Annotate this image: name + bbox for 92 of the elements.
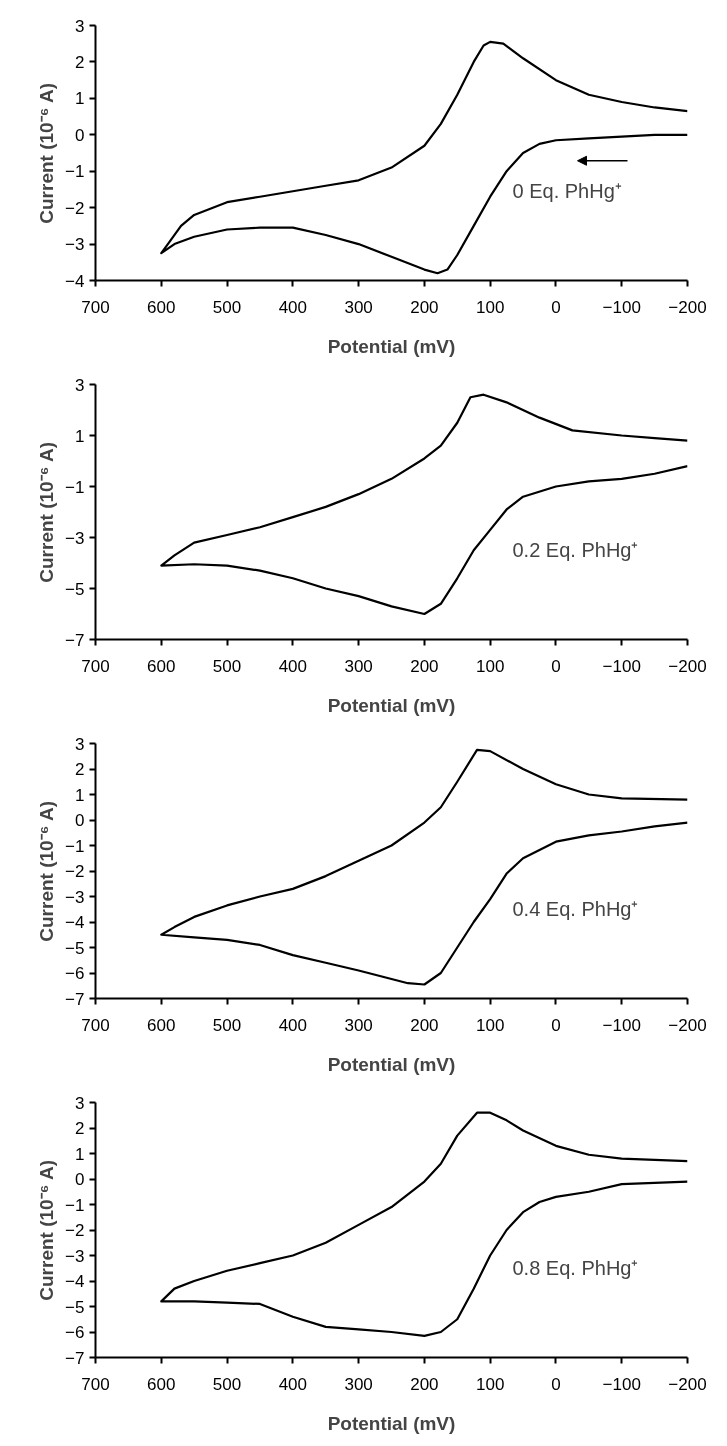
x-axis-title: Potential (mV) bbox=[327, 1412, 456, 1434]
y-tick-label: −5 bbox=[65, 579, 85, 599]
x-tick-label: 500 bbox=[212, 1015, 242, 1035]
x-tick-label: 200 bbox=[410, 1374, 439, 1394]
x-axis-title: Potential (mV) bbox=[327, 335, 456, 357]
y-tick-label: 3 bbox=[75, 1093, 85, 1113]
x-tick-label: 400 bbox=[278, 1374, 308, 1394]
y-tick-label: 0 bbox=[75, 1170, 85, 1189]
y-tick-label: −6 bbox=[65, 964, 85, 983]
x-axis-title: Potential (mV) bbox=[327, 1053, 456, 1075]
x-tick-label: 400 bbox=[278, 1015, 308, 1035]
y-axis-title: Current (10⁻⁶ A) bbox=[36, 1159, 58, 1301]
x-tick-label: −200 bbox=[668, 656, 707, 676]
x-axis-title: Potential (mV) bbox=[327, 694, 456, 716]
annotation: 0.4 Eq. PhHg⁺ bbox=[512, 897, 639, 920]
y-tick-label: −5 bbox=[65, 938, 85, 958]
y-tick-label: −3 bbox=[65, 528, 85, 548]
x-tick-label: 700 bbox=[81, 297, 110, 317]
x-tick-label: 700 bbox=[81, 656, 110, 676]
y-tick-label: −1 bbox=[65, 162, 85, 182]
y-tick-label: −1 bbox=[65, 836, 85, 856]
x-tick-label: 0 bbox=[551, 297, 561, 317]
x-tick-label: 0 bbox=[551, 1374, 561, 1394]
y-tick-label: −7 bbox=[65, 989, 85, 1009]
y-tick-label: −7 bbox=[65, 1348, 85, 1368]
y-tick-label: 3 bbox=[75, 375, 85, 395]
x-tick-label: 300 bbox=[344, 1374, 373, 1394]
annotation: 0 Eq. PhHg⁺ bbox=[512, 179, 622, 202]
x-tick-label: 100 bbox=[475, 297, 505, 317]
y-tick-label: −7 bbox=[65, 630, 85, 650]
x-tick-label: 500 bbox=[212, 297, 242, 317]
y-tick-label: 1 bbox=[75, 1144, 85, 1164]
x-tick-label: −200 bbox=[668, 1015, 707, 1035]
x-tick-label: 500 bbox=[212, 1374, 242, 1394]
y-tick-label: 3 bbox=[75, 734, 85, 754]
y-axis-title: Current (10⁻⁶ A) bbox=[36, 441, 58, 583]
x-tick-label: 600 bbox=[147, 297, 176, 317]
x-tick-label: 100 bbox=[475, 1015, 505, 1035]
x-tick-label: 200 bbox=[410, 1015, 439, 1035]
y-tick-label: 2 bbox=[75, 52, 85, 72]
y-tick-label: 1 bbox=[75, 426, 85, 446]
x-tick-label: 200 bbox=[410, 297, 439, 317]
x-tick-label: 300 bbox=[344, 656, 373, 676]
line-series bbox=[160, 1111, 688, 1337]
y-tick-label: −2 bbox=[65, 1221, 85, 1240]
x-tick-label: 500 bbox=[212, 656, 242, 676]
annotation: 0.2 Eq. PhHg⁺ bbox=[512, 538, 639, 561]
x-tick-label: 0 bbox=[551, 1015, 561, 1035]
y-tick-label: −3 bbox=[65, 235, 85, 255]
y-tick-label: −4 bbox=[65, 271, 85, 291]
x-tick-label: 300 bbox=[344, 297, 373, 317]
annotation: 0.8 Eq. PhHg⁺ bbox=[512, 1256, 639, 1279]
y-tick-label: 2 bbox=[75, 1119, 85, 1138]
x-tick-label: 400 bbox=[278, 656, 308, 676]
x-tick-label: −100 bbox=[602, 656, 641, 676]
line-series bbox=[160, 748, 688, 986]
x-tick-label: 300 bbox=[344, 1015, 373, 1035]
y-axis-title: Current (10⁻⁶ A) bbox=[36, 800, 58, 942]
x-tick-label: 700 bbox=[81, 1374, 110, 1394]
x-tick-label: 100 bbox=[475, 656, 505, 676]
x-tick-label: 700 bbox=[81, 1015, 110, 1035]
y-tick-label: 0 bbox=[75, 125, 85, 145]
y-tick-label: 2 bbox=[75, 760, 85, 779]
x-tick-label: −200 bbox=[668, 1374, 707, 1394]
x-tick-label: −100 bbox=[602, 1374, 641, 1394]
line-series bbox=[160, 393, 688, 616]
y-tick-label: −2 bbox=[65, 198, 85, 218]
y-tick-label: −5 bbox=[65, 1297, 85, 1317]
y-tick-label: −1 bbox=[65, 477, 85, 497]
x-tick-label: 0 bbox=[551, 656, 561, 676]
y-tick-label: −2 bbox=[65, 862, 85, 881]
x-tick-label: 600 bbox=[147, 656, 176, 676]
x-tick-label: −100 bbox=[602, 1015, 641, 1035]
y-tick-label: 1 bbox=[75, 89, 85, 109]
y-tick-label: −3 bbox=[65, 887, 85, 907]
x-tick-label: 200 bbox=[410, 656, 439, 676]
y-tick-label: 0 bbox=[75, 811, 85, 830]
x-tick-label: 100 bbox=[475, 1374, 505, 1394]
y-axis-title: Current (10⁻⁶ A) bbox=[36, 82, 58, 224]
y-tick-label: −1 bbox=[65, 1195, 85, 1215]
y-tick-label: −3 bbox=[65, 1246, 85, 1266]
x-tick-label: −100 bbox=[602, 297, 641, 317]
x-tick-label: 600 bbox=[147, 1015, 176, 1035]
y-tick-label: −6 bbox=[65, 1323, 85, 1342]
x-tick-label: 600 bbox=[147, 1374, 176, 1394]
y-tick-label: −4 bbox=[65, 913, 85, 932]
y-tick-label: −4 bbox=[65, 1272, 85, 1291]
line-series bbox=[160, 40, 688, 275]
y-tick-label: 1 bbox=[75, 785, 85, 805]
x-tick-label: −200 bbox=[668, 297, 707, 317]
x-tick-label: 400 bbox=[278, 297, 308, 317]
y-tick-label: 3 bbox=[75, 16, 85, 36]
